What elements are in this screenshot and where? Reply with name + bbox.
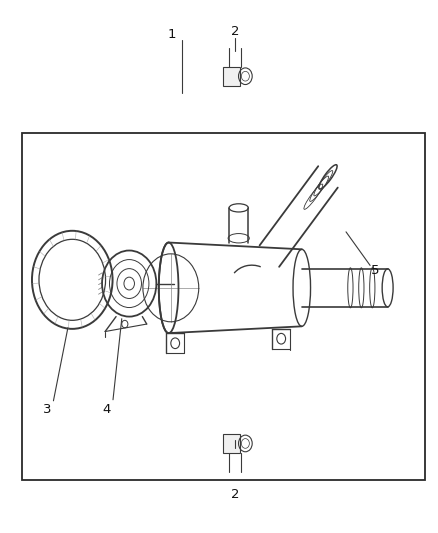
Text: 2: 2: [230, 488, 239, 501]
Text: 1: 1: [167, 28, 176, 41]
Text: 3: 3: [42, 403, 51, 416]
Bar: [223, 434, 240, 453]
Text: 2: 2: [230, 26, 239, 38]
Bar: [223, 67, 240, 86]
Text: 4: 4: [102, 403, 111, 416]
Bar: [22, 133, 425, 480]
Text: 5: 5: [371, 264, 379, 277]
